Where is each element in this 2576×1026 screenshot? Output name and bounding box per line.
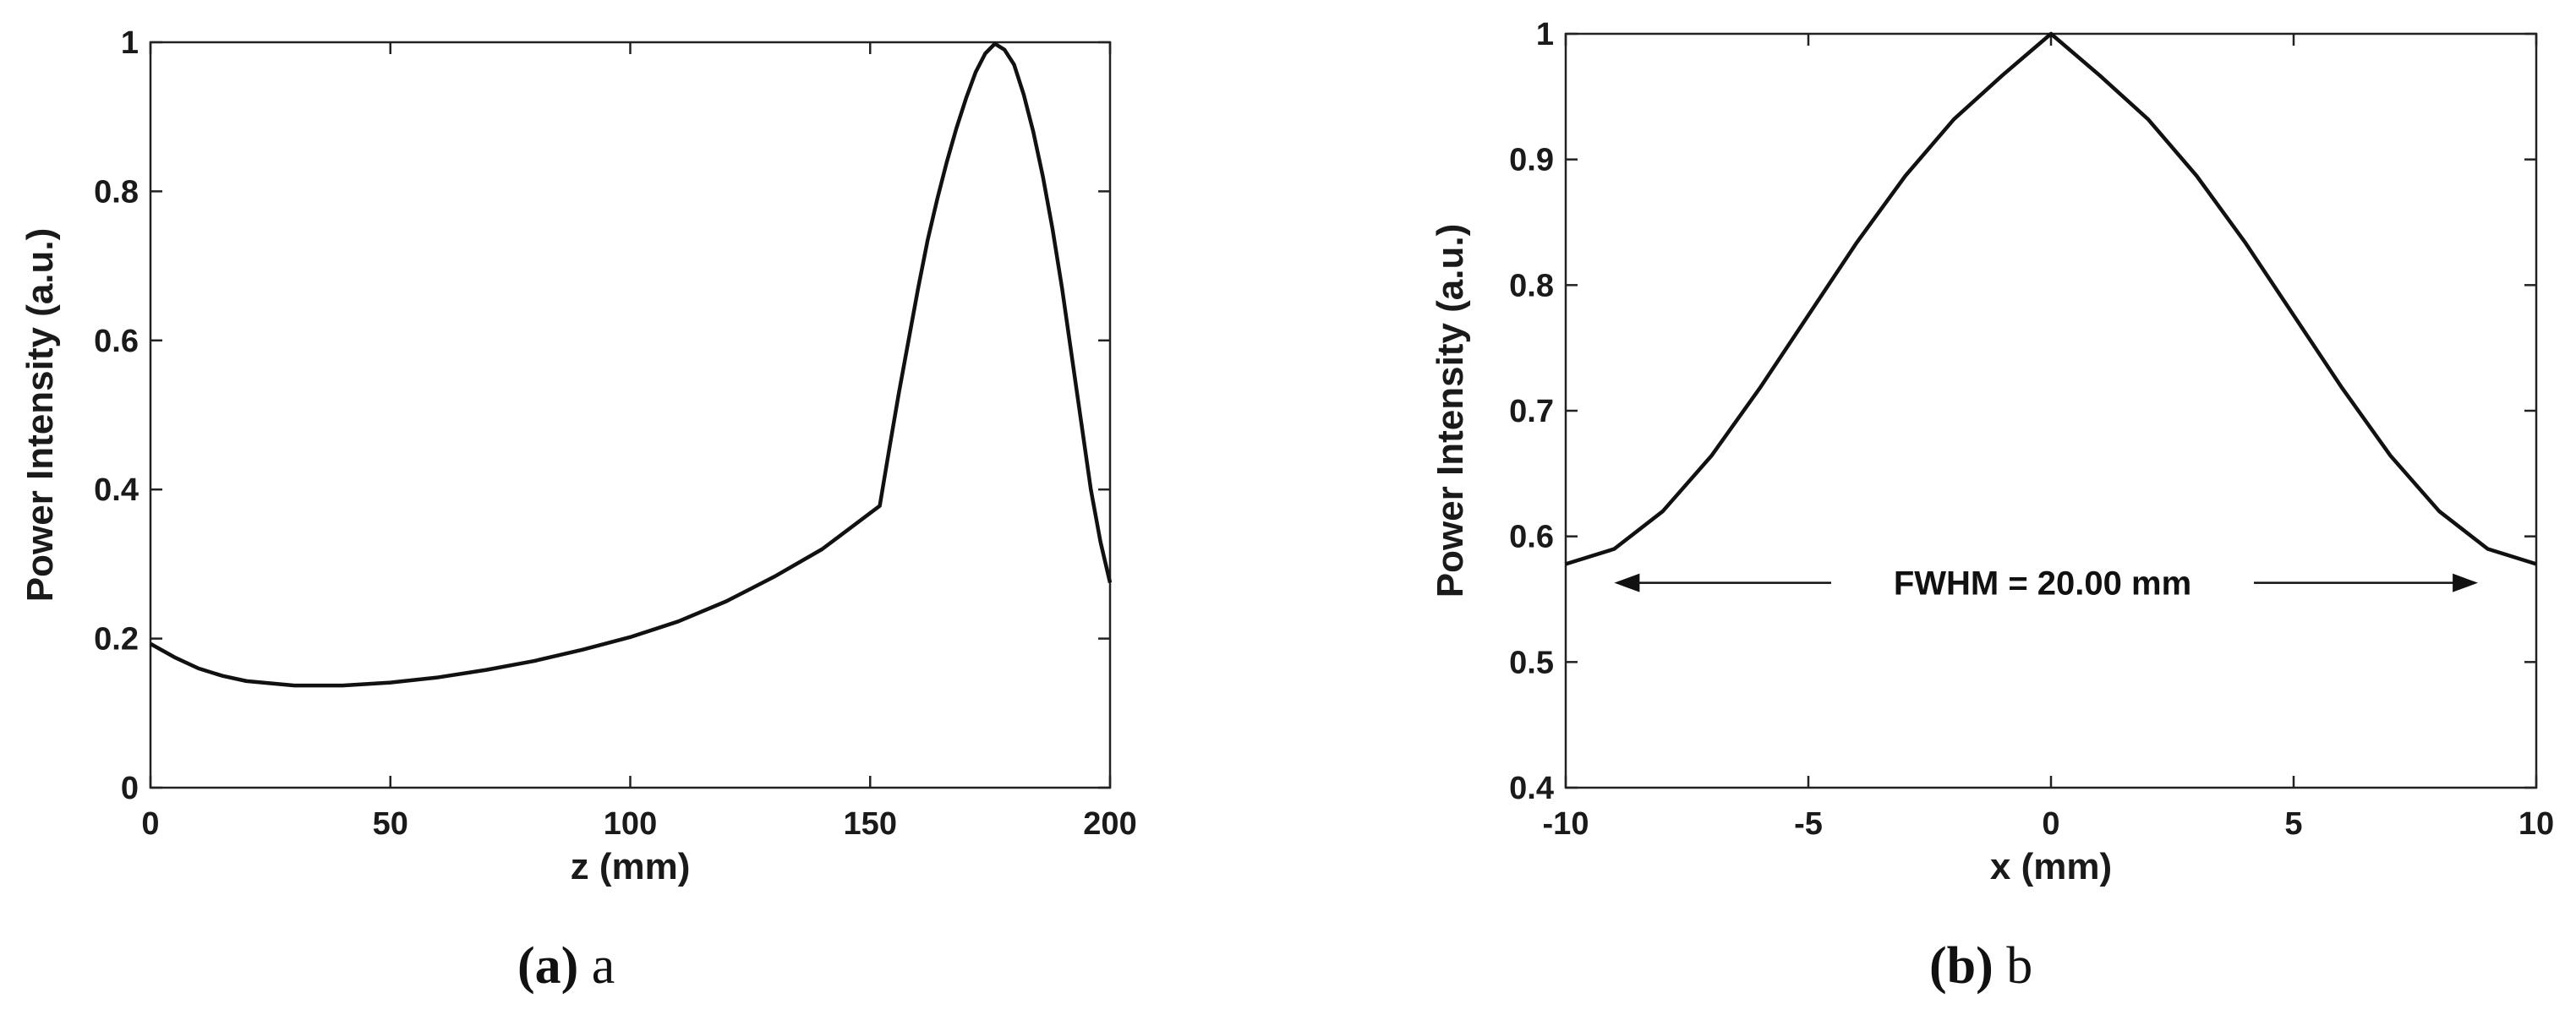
caption-a-tag: (a) bbox=[517, 937, 579, 995]
caption-b: (b) b bbox=[1929, 936, 2032, 996]
y-axis-label-b: Power Intensity (a.u.) bbox=[1430, 224, 1471, 598]
x-tick-label-a: 0 bbox=[141, 806, 159, 842]
x-tick-label-a: 50 bbox=[373, 806, 408, 842]
y-tick-label-b: 0.8 bbox=[1509, 268, 1554, 303]
fwhm-annotation: FWHM = 20.00 mm bbox=[1894, 565, 2191, 603]
fwhm-arrowhead-left bbox=[1614, 573, 1640, 592]
x-axis-label-a: z (mm) bbox=[571, 846, 691, 887]
caption-a-text: a bbox=[591, 937, 615, 995]
plot-frame-a bbox=[149, 41, 1112, 789]
x-tick-label-b: -5 bbox=[1794, 806, 1823, 842]
x-tick-label-b: 10 bbox=[2519, 806, 2554, 842]
y-tick-label-a: 0.2 bbox=[94, 622, 139, 658]
fwhm-arrowhead-right bbox=[2453, 573, 2479, 592]
y-tick-label-b: 0.5 bbox=[1509, 645, 1554, 680]
x-tick-label-b: -10 bbox=[1543, 806, 1589, 842]
y-tick-label-a: 0.6 bbox=[94, 324, 139, 359]
y-tick-label-a: 0.8 bbox=[94, 174, 139, 210]
series-line-a bbox=[149, 41, 1113, 688]
y-tick-label-b: 0.6 bbox=[1509, 520, 1554, 555]
y-tick-label-b: 0.7 bbox=[1509, 394, 1554, 429]
caption-a: (a) a bbox=[517, 936, 615, 996]
caption-b-tag: (b) bbox=[1929, 937, 1994, 995]
chart-b: -10 -5 0 5 10 0.4 0.5 0.6 0.7 0.8 0.9 1 x (mm) Power … bbox=[1430, 17, 2554, 887]
y-tick-label-a: 0 bbox=[121, 771, 139, 806]
y-tick-label-a: 1 bbox=[121, 25, 139, 61]
y-tick-label-a: 0.4 bbox=[94, 472, 139, 508]
x-axis-label-b: x (mm) bbox=[1990, 846, 2112, 887]
y-tick-label-b: 0.9 bbox=[1509, 143, 1554, 178]
y-tick-label-b: 1 bbox=[1536, 17, 1554, 52]
chart-a: 0 50 100 150 200 0 0.2 0.4 0.6 0.8 1 z (mm) Power In… bbox=[19, 25, 1137, 887]
x-tick-label-b: 5 bbox=[2284, 806, 2302, 842]
y-tick-label-b: 0.4 bbox=[1509, 771, 1554, 806]
x-tick-label-a: 150 bbox=[844, 806, 897, 842]
plot-frame-b bbox=[1564, 32, 2538, 789]
x-tick-label-a: 200 bbox=[1083, 806, 1136, 842]
x-tick-label-a: 100 bbox=[604, 806, 657, 842]
series-line-b bbox=[1565, 31, 2537, 566]
caption-b-text: b bbox=[2006, 937, 2033, 995]
x-tick-label-b: 0 bbox=[2042, 806, 2059, 842]
y-axis-label-a: Power Intensity (a.u.) bbox=[19, 228, 61, 603]
